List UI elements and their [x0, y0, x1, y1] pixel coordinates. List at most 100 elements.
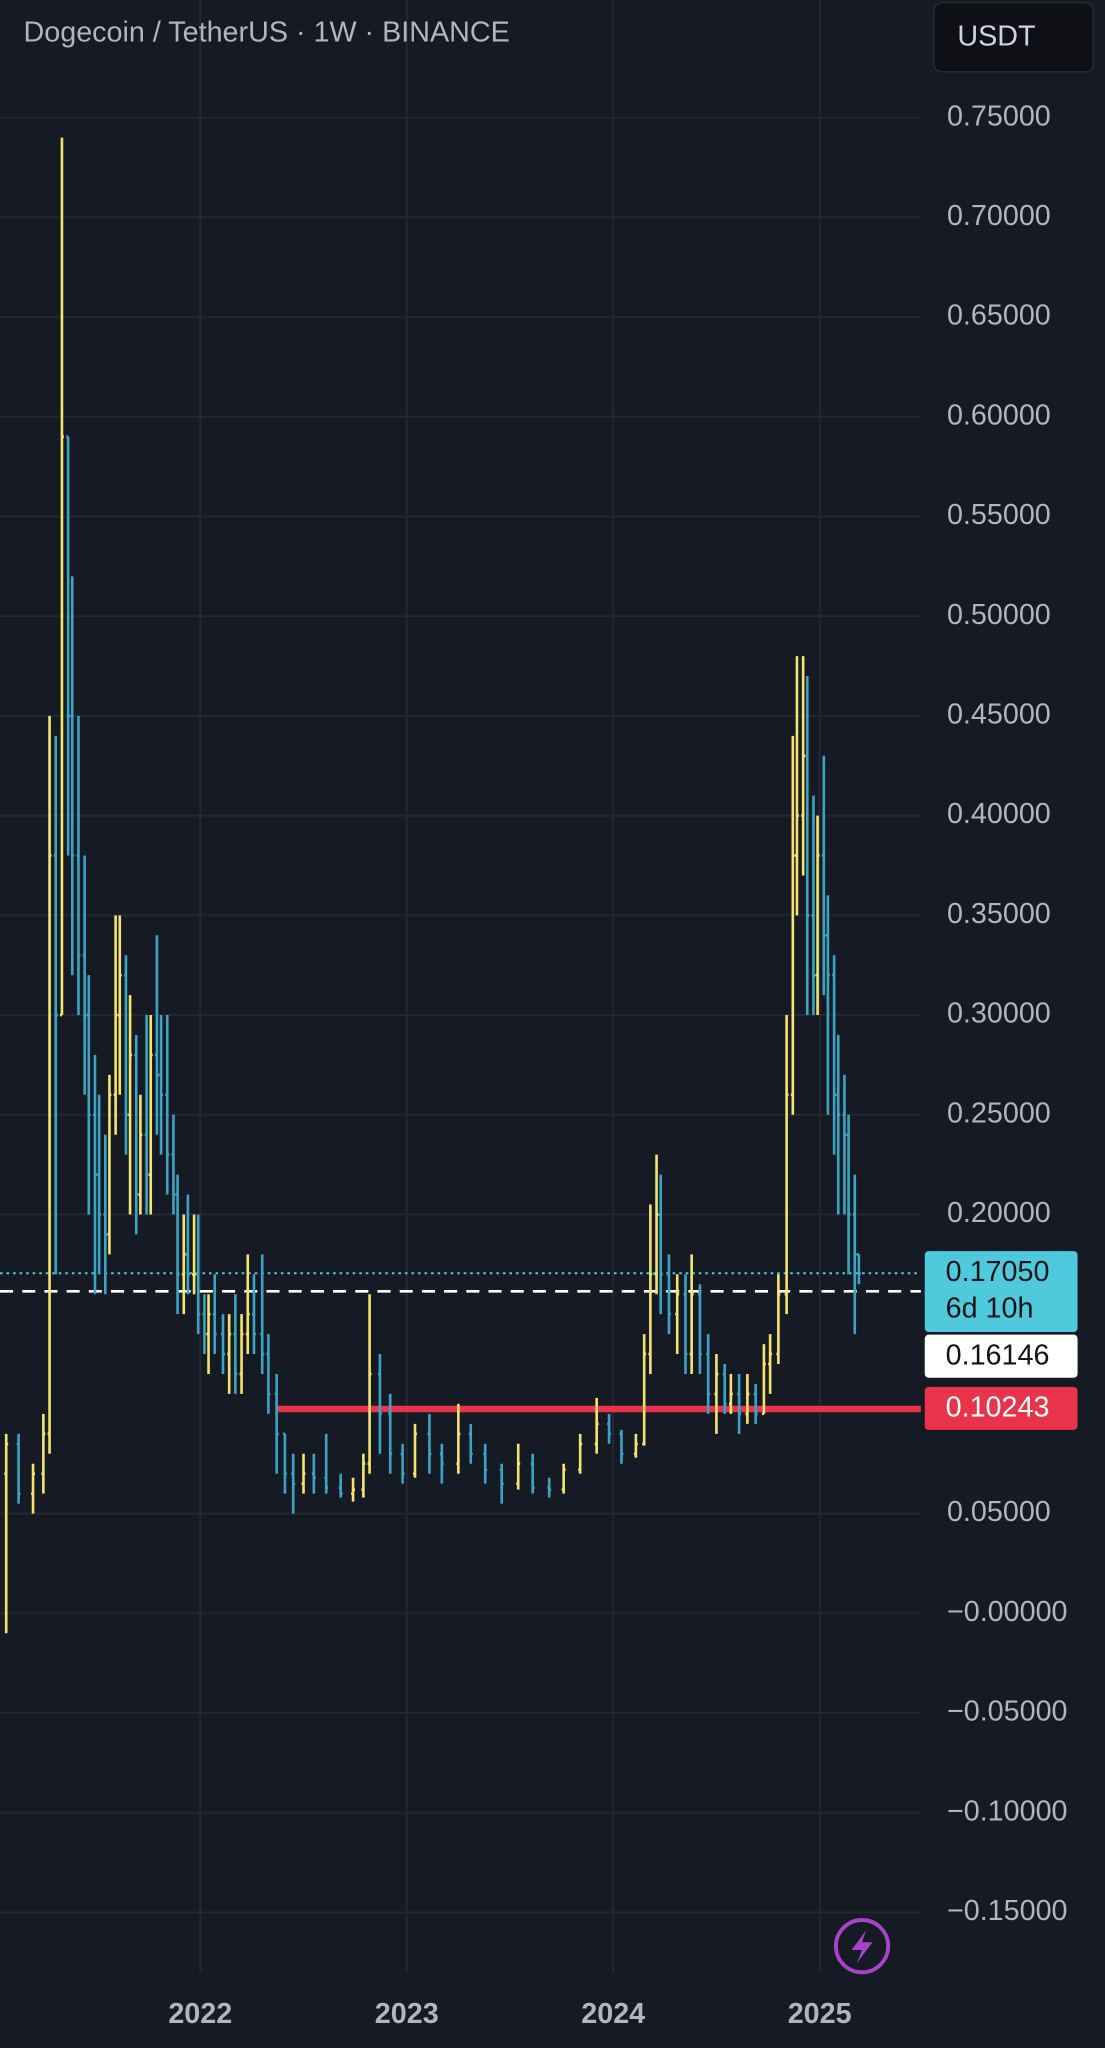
ohlc-bar [728, 1373, 733, 1414]
y-tick-label: 0.25000 [947, 1097, 1051, 1129]
x-tick-label: 2022 [168, 1998, 232, 2030]
ohlc-bar [76, 715, 81, 1016]
ohlc-bar [377, 1354, 382, 1454]
ohlc-bar [811, 795, 816, 1016]
y-tick-label: −0.05000 [947, 1696, 1068, 1728]
ohlc-bar [516, 1443, 521, 1490]
ohlc-bar [103, 1134, 108, 1295]
ohlc-bar [212, 1274, 217, 1355]
ohlc-bar [619, 1429, 624, 1464]
ohlc-bar [856, 1253, 861, 1285]
ohlc-bar [185, 1194, 190, 1295]
ohlc-bar [70, 576, 75, 976]
ohlc-bar [53, 735, 58, 1275]
ohlc-bar [683, 1274, 688, 1374]
ohlc-bar [561, 1463, 566, 1494]
ohlc-bar [745, 1373, 750, 1424]
price-label: 0.10243 [946, 1392, 1050, 1424]
x-tick-label: 2024 [581, 1998, 645, 2030]
ohlc-bar [311, 1453, 316, 1494]
y-tick-label: −0.15000 [947, 1895, 1068, 1927]
ohlc-bar [846, 1114, 851, 1275]
ohlc-bar [113, 915, 118, 1135]
ohlc-bar [351, 1477, 356, 1502]
x-tick-label: 2023 [375, 1998, 439, 2030]
ohlc-bar [697, 1284, 702, 1374]
ohlc-bar [274, 1373, 279, 1474]
y-tick-label: 0.05000 [947, 1496, 1051, 1528]
y-tick-label: 0.40000 [947, 798, 1051, 830]
ohlc-bar [832, 955, 837, 1155]
ohlc-bar [654, 1154, 659, 1295]
ohlc-bar [468, 1423, 473, 1464]
ohlc-bar [852, 1174, 857, 1335]
ohlc-bar [594, 1397, 599, 1454]
ohlc-bar [722, 1364, 727, 1414]
ohlc-bar [801, 656, 806, 876]
ohlc-bar [123, 955, 128, 1155]
ohlc-bar [239, 1314, 244, 1394]
ohlc-bar [648, 1204, 653, 1374]
ohlc-bar [784, 1015, 789, 1315]
ohlc-bar [59, 137, 64, 1017]
ohlc-bar [192, 1214, 197, 1295]
ohlc-bar [260, 1254, 265, 1374]
ohlc-bar [171, 1114, 176, 1215]
ohlc-bar [138, 1094, 143, 1215]
y-tick-label: 0.20000 [947, 1197, 1051, 1229]
ohlc-bar [689, 1254, 694, 1374]
ohlc-bar [196, 1214, 201, 1335]
currency-button[interactable] [933, 1, 1094, 73]
ohlc-bar [117, 915, 122, 1095]
ohlc-bar [825, 895, 830, 1115]
ohlc-bar [93, 1054, 97, 1295]
ohlc-bar [144, 1015, 149, 1215]
ohlc-bar [483, 1443, 488, 1484]
ohlc-bar [86, 975, 91, 1215]
ohlc-bar [233, 1294, 238, 1394]
currency-label[interactable]: USDT [957, 20, 1035, 52]
ohlc-bar [675, 1274, 680, 1355]
ohlc-bar [159, 1015, 164, 1155]
price-countdown: 6d 10h [946, 1292, 1034, 1324]
ohlc-bar [413, 1423, 417, 1478]
y-tick-label: 0.70000 [947, 200, 1051, 232]
ohlc-bar [714, 1354, 719, 1434]
ohlc-bar [221, 1314, 225, 1374]
y-tick-label: 0.55000 [947, 499, 1051, 531]
ohlc-bar [282, 1432, 287, 1494]
ohlc-bar [578, 1433, 583, 1474]
ohlc-bar [761, 1344, 766, 1416]
ohlc-bar [633, 1433, 638, 1458]
ohlc-bar [128, 995, 133, 1215]
ohlc-bar [47, 715, 52, 1454]
quick-action-icon[interactable] [833, 1918, 891, 1975]
ohlc-bar [427, 1413, 432, 1474]
ohlc-bar [181, 1214, 186, 1315]
price-label: 0.16146 [946, 1339, 1050, 1371]
ohlc-bar [753, 1383, 758, 1424]
ohlc-bar [165, 1015, 170, 1195]
ohlc-bar [266, 1334, 271, 1414]
ohlc-bar [16, 1433, 21, 1504]
ohlc-bar [206, 1294, 211, 1374]
ohlc-bar [776, 1274, 781, 1365]
ohlc-bar [499, 1463, 504, 1504]
ohlc-bar [4, 1433, 9, 1634]
ohlc-bar [175, 1174, 180, 1315]
y-tick-label: 0.50000 [947, 599, 1051, 631]
ohlc-bar [97, 1094, 102, 1275]
ohlc-bar [547, 1477, 552, 1498]
y-tick-label: 0.75000 [947, 100, 1051, 132]
ohlc-bar [706, 1334, 711, 1414]
y-tick-label: 0.60000 [947, 399, 1051, 431]
ohlc-bar [842, 1074, 847, 1215]
ohlc-bar [658, 1174, 663, 1315]
y-tick-label: 0.35000 [947, 898, 1051, 930]
chart-title: Dogecoin / TetherUS · 1W · BINANCE [24, 17, 510, 49]
ohlc-bar [202, 1294, 207, 1355]
ohlc-bar [301, 1453, 306, 1494]
price-label: 0.17050 [946, 1256, 1050, 1288]
